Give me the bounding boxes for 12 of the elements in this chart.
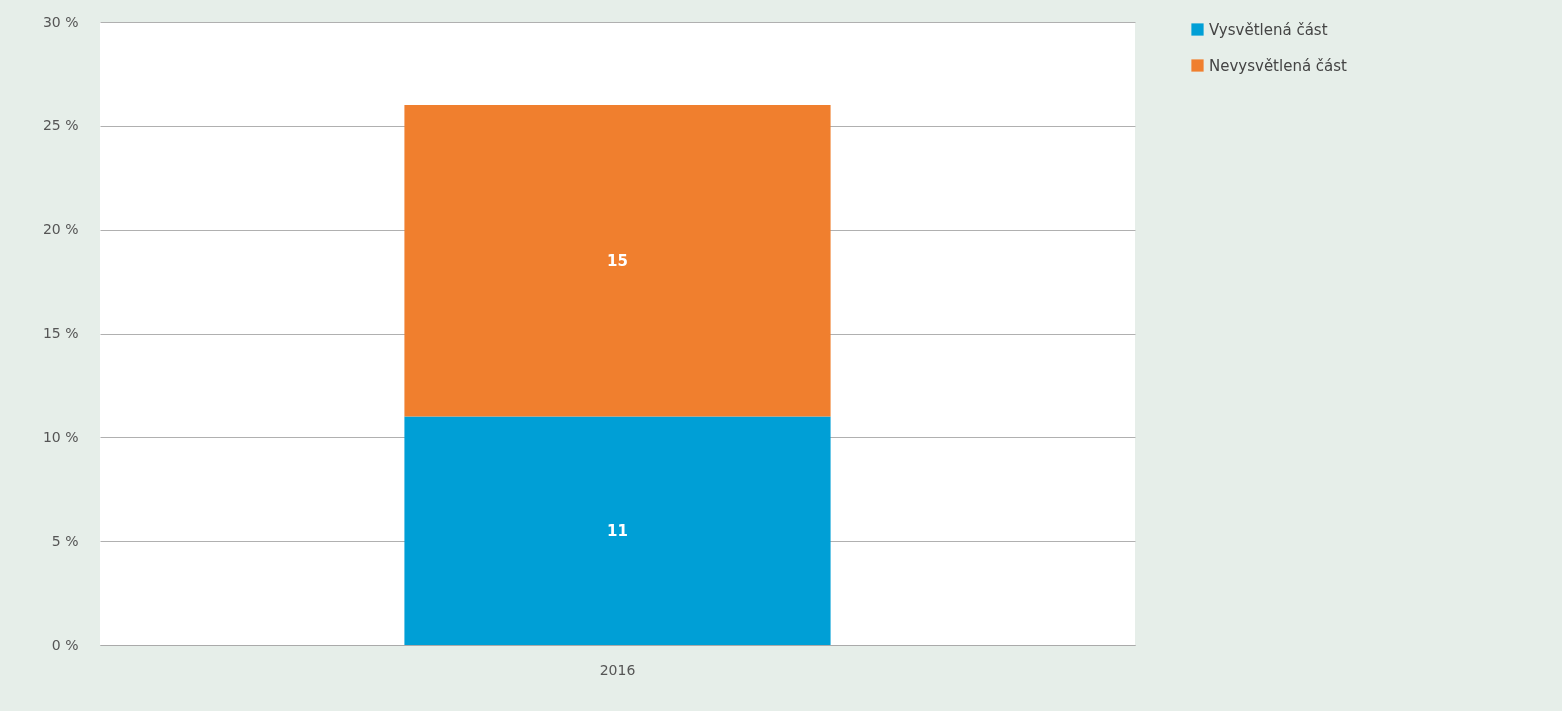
data-label: 15 xyxy=(607,251,628,270)
y-tick-label: 15 % xyxy=(42,325,79,341)
y-tick-label: 25 % xyxy=(42,117,79,134)
y-tick-label: 20 % xyxy=(42,221,79,238)
x-tick-label: 2016 xyxy=(599,661,636,678)
data-label: 11 xyxy=(607,521,628,540)
y-tick-label: 30 % xyxy=(42,13,79,30)
legend-label: Nevysvětlená část xyxy=(1209,56,1348,75)
y-tick-label: 10 % xyxy=(42,428,79,445)
y-tick-label: 0 % xyxy=(51,636,79,653)
legend-label: Vysvětlená část xyxy=(1209,20,1328,39)
y-tick-label: 5 % xyxy=(51,532,79,549)
